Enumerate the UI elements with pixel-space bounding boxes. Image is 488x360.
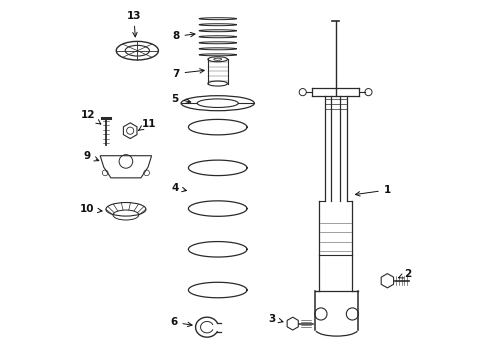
Text: 12: 12 <box>81 110 101 124</box>
Text: 6: 6 <box>170 317 192 327</box>
Text: 5: 5 <box>171 94 190 104</box>
Text: 9: 9 <box>83 151 99 161</box>
Text: 1: 1 <box>355 185 390 196</box>
Text: 13: 13 <box>126 11 141 37</box>
Text: 10: 10 <box>80 204 102 214</box>
Text: 8: 8 <box>172 31 195 41</box>
Text: 3: 3 <box>268 314 283 324</box>
Text: 7: 7 <box>172 68 204 78</box>
Text: 2: 2 <box>398 269 411 279</box>
Text: 4: 4 <box>171 183 186 193</box>
Text: 11: 11 <box>138 118 156 130</box>
